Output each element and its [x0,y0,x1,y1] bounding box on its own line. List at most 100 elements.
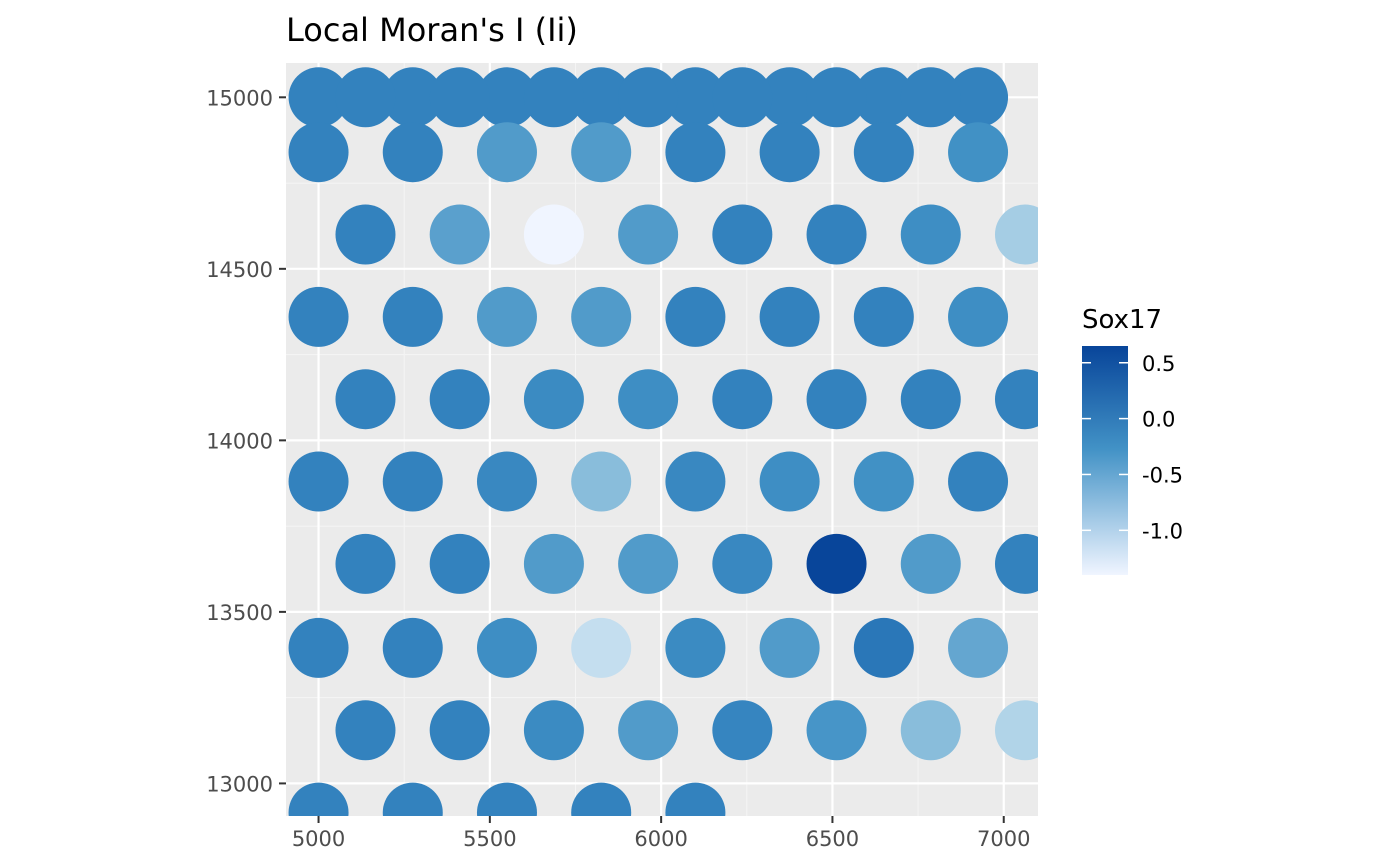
data-point-78 [994,700,1038,761]
data-point-36 [759,286,820,347]
y-tick-label: 15000 [206,86,273,110]
legend-title: Sox17 [1082,305,1162,335]
data-point-0 [288,67,349,128]
data-point-31 [288,286,349,347]
legend: Sox17 0.5 0.0 -0.5 -1.0 [1082,305,1183,575]
data-point-37 [853,286,914,347]
data-point-18 [571,122,632,183]
data-point-61 [900,533,961,594]
data-point-27 [712,204,773,265]
data-point-74 [618,700,679,761]
legend-colorbar [1082,346,1128,575]
y-tick-label: 13000 [206,772,273,796]
data-point-48 [382,451,443,512]
data-point-73 [523,700,584,761]
data-point-57 [523,533,584,594]
data-point-52 [759,451,820,512]
data-point-40 [429,369,490,430]
data-point-45 [900,369,961,430]
data-point-24 [429,204,490,265]
data-point-38 [948,286,1009,347]
data-point-82 [571,782,632,816]
data-point-47 [288,451,349,512]
x-tick-label: 6000 [634,827,687,851]
data-point-75 [712,700,773,761]
data-point-19 [665,122,726,183]
data-point-54 [948,451,1009,512]
data-point-55 [335,533,396,594]
data-point-83 [665,782,726,816]
data-point-64 [382,617,443,678]
data-point-16 [382,122,443,183]
data-point-58 [618,533,679,594]
data-point-25 [523,204,584,265]
x-tick-label: 6500 [806,827,859,851]
data-point-17 [476,122,537,183]
gridlines [286,63,1038,816]
x-tick-label: 7000 [977,827,1030,851]
legend-tick-label: -0.5 [1142,463,1183,487]
x-tick-label: 5000 [292,827,345,851]
data-point-71 [335,700,396,761]
data-point-59 [712,533,773,594]
data-point-12 [712,67,773,128]
chart-title: Local Moran's I (Ii) [286,11,578,49]
data-point-46 [994,369,1038,430]
data-point-72 [429,700,490,761]
data-point-10 [523,67,584,128]
data-point-39 [335,369,396,430]
data-point-42 [618,369,679,430]
data-point-76 [806,700,867,761]
data-point-7 [948,67,1009,128]
legend-tick-label: -1.0 [1142,519,1183,543]
data-point-23 [335,204,396,265]
data-point-62 [994,533,1038,594]
data-point-28 [806,204,867,265]
data-point-70 [948,617,1009,678]
data-points [288,67,1038,816]
data-point-41 [523,369,584,430]
data-point-4 [665,67,726,128]
data-point-2 [476,67,537,128]
data-point-65 [476,617,537,678]
data-point-49 [476,451,537,512]
data-point-26 [618,204,679,265]
y-tick-label: 13500 [206,601,273,625]
data-point-43 [712,369,773,430]
data-point-69 [853,617,914,678]
data-point-3 [571,67,632,128]
data-point-22 [948,122,1009,183]
data-point-1 [382,67,443,128]
data-point-8 [335,67,396,128]
data-point-63 [288,617,349,678]
data-point-67 [665,617,726,678]
legend-tick-label: 0.5 [1142,352,1175,376]
legend-tick-label: 0.0 [1142,408,1175,432]
data-point-68 [759,617,820,678]
data-point-15 [288,122,349,183]
data-point-14 [900,67,961,128]
data-point-81 [476,782,537,816]
data-point-51 [665,451,726,512]
data-point-9 [429,67,490,128]
data-point-53 [853,451,914,512]
data-point-32 [382,286,443,347]
data-point-20 [759,122,820,183]
data-point-66 [571,617,632,678]
x-tick-label: 5500 [463,827,516,851]
data-point-34 [571,286,632,347]
data-point-80 [382,782,443,816]
data-point-11 [618,67,679,128]
data-point-29 [900,204,961,265]
data-point-30 [994,204,1038,265]
data-point-6 [853,67,914,128]
y-tick-label: 14000 [206,429,273,453]
y-tick-label: 14500 [206,258,273,282]
data-point-56 [429,533,490,594]
axes: 5000 5500 6000 6500 7000 13000 13500 14000 14500… [206,86,1030,851]
data-point-21 [853,122,914,183]
data-point-60 [806,533,867,594]
data-point-5 [759,67,820,128]
data-point-33 [476,286,537,347]
data-point-79 [288,782,349,816]
